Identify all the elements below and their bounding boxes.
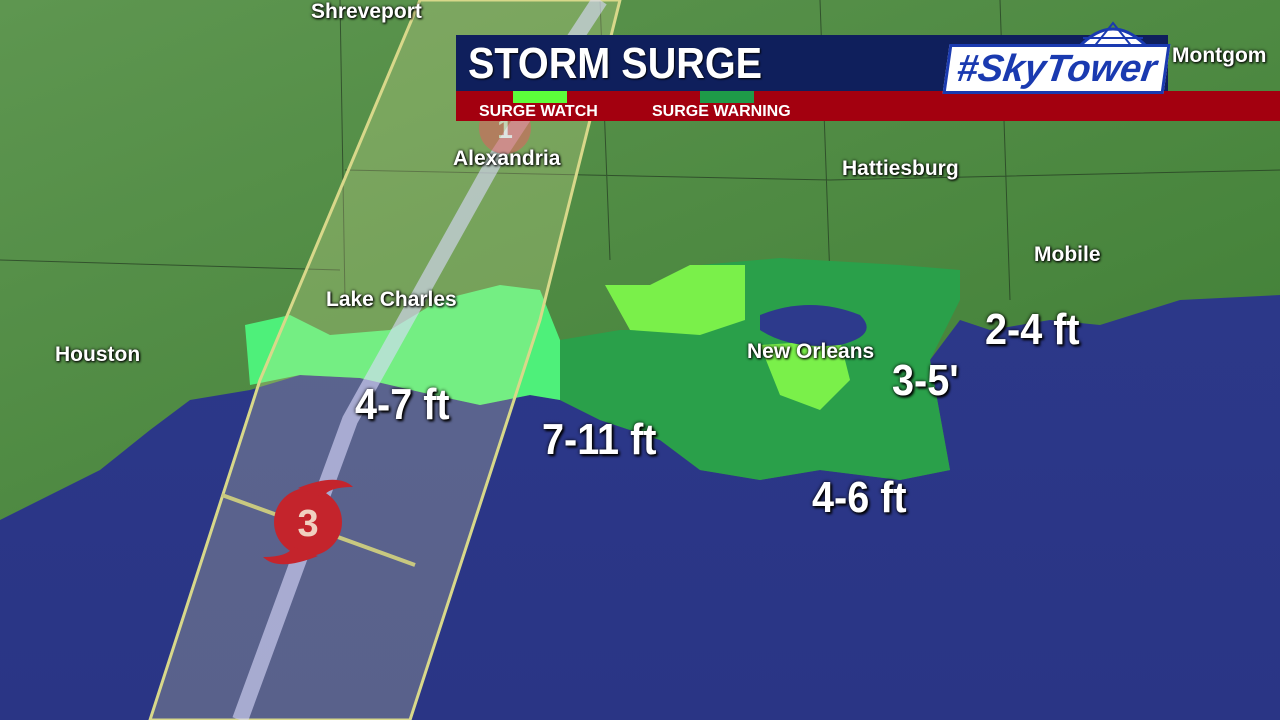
county-lines bbox=[0, 0, 1280, 301]
page-title: STORM SURGE bbox=[468, 39, 763, 88]
city-lake-charles: Lake Charles bbox=[326, 288, 457, 311]
surge-label-sw-louisiana: 4-7 ft bbox=[355, 380, 450, 429]
city-mobile: Mobile bbox=[1034, 243, 1101, 266]
storm-category-3: 3 bbox=[297, 503, 318, 545]
lake-pontchartrain bbox=[760, 305, 867, 346]
city-new-orleans: New Orleans bbox=[747, 340, 875, 363]
surge-label-lake: 3-5' bbox=[892, 356, 959, 405]
surge-watch-area-lake bbox=[605, 265, 850, 410]
storm-icon-cat3: 3 bbox=[263, 479, 353, 565]
land bbox=[0, 0, 1280, 520]
legend-surge-watch: SURGE WATCH bbox=[479, 103, 598, 120]
skytower-logo: #SkyTower bbox=[938, 18, 1171, 96]
surge-label-ms-al: 2-4 ft bbox=[985, 305, 1080, 354]
city-hattiesburg: Hattiesburg bbox=[842, 157, 959, 180]
city-montgomery: Montgom bbox=[1172, 44, 1267, 67]
city-houston: Houston bbox=[55, 343, 141, 366]
city-alexandria: Alexandria bbox=[453, 147, 561, 170]
surge-label-central: 7-11 ft bbox=[542, 415, 657, 464]
city-shreveport: Shreveport bbox=[311, 0, 422, 23]
surge-watch-swatch bbox=[513, 91, 567, 103]
legend-surge-warning: SURGE WARNING bbox=[652, 103, 791, 120]
surge-label-se-louisiana: 4-6 ft bbox=[812, 473, 907, 522]
logo-text: #SkyTower bbox=[942, 44, 1171, 94]
surge-watch-area-west bbox=[245, 285, 560, 405]
legend: SURGE WATCH SURGE WARNING bbox=[456, 91, 1280, 121]
surge-warning-area bbox=[560, 258, 960, 480]
surge-warning-swatch bbox=[700, 91, 754, 103]
